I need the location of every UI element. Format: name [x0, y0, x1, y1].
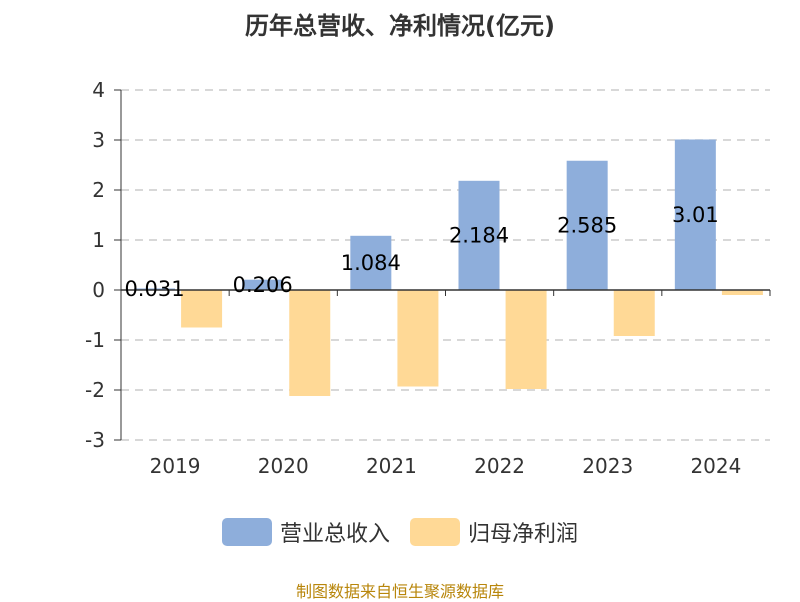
bar-revenue [458, 180, 500, 290]
y-tick-label: 4 [92, 78, 105, 102]
y-tick-label: 0 [92, 278, 105, 302]
y-tick-label: -3 [85, 428, 105, 452]
y-tick-label: 1 [92, 228, 105, 252]
legend-item-profit[interactable]: 归母净利润 [410, 516, 578, 548]
legend-swatch-revenue [221, 518, 272, 546]
y-tick-label: -1 [85, 328, 105, 352]
x-tick-label: 2024 [690, 454, 741, 478]
data-label-revenue: 2.585 [557, 213, 617, 237]
bar-profit [289, 290, 331, 396]
bar-revenue [674, 139, 716, 290]
source-note: 制图数据来自恒生聚源数据库 [295, 582, 504, 601]
bar-profit [397, 290, 439, 387]
y-tick-label: 3 [92, 128, 105, 152]
x-tick-label: 2019 [150, 454, 201, 478]
x-tick-label: 2022 [474, 454, 525, 478]
legend-label-profit: 归母净利润 [468, 522, 579, 547]
x-tick-label: 2023 [582, 454, 633, 478]
bar-profit [721, 290, 763, 295]
bar-profit [505, 290, 547, 389]
bar-revenue [566, 160, 608, 290]
data-label-revenue: 1.084 [341, 251, 401, 275]
x-tick-label: 2021 [366, 454, 417, 478]
legend-swatch-profit [410, 518, 460, 546]
y-tick-label: -2 [85, 378, 105, 402]
bar-profit [613, 290, 655, 336]
legend: 营业总收入 归母净利润 [0, 516, 800, 548]
bar-profit [181, 290, 223, 328]
data-label-revenue: 0.031 [124, 277, 184, 301]
data-label-revenue: 2.184 [449, 223, 509, 247]
data-label-revenue: 3.01 [672, 203, 719, 227]
y-tick-label: 2 [92, 178, 105, 202]
x-tick-label: 2020 [258, 454, 309, 478]
bar-revenue [242, 279, 284, 290]
bar-revenue [134, 288, 175, 290]
chart-title: 历年总营收、净利情况(亿元) [245, 12, 555, 40]
legend-label-revenue: 营业总收入 [279, 522, 390, 547]
data-label-revenue: 0.206 [233, 273, 293, 297]
bar-revenue [350, 235, 392, 290]
legend-item-revenue[interactable]: 营业总收入 [221, 516, 390, 548]
